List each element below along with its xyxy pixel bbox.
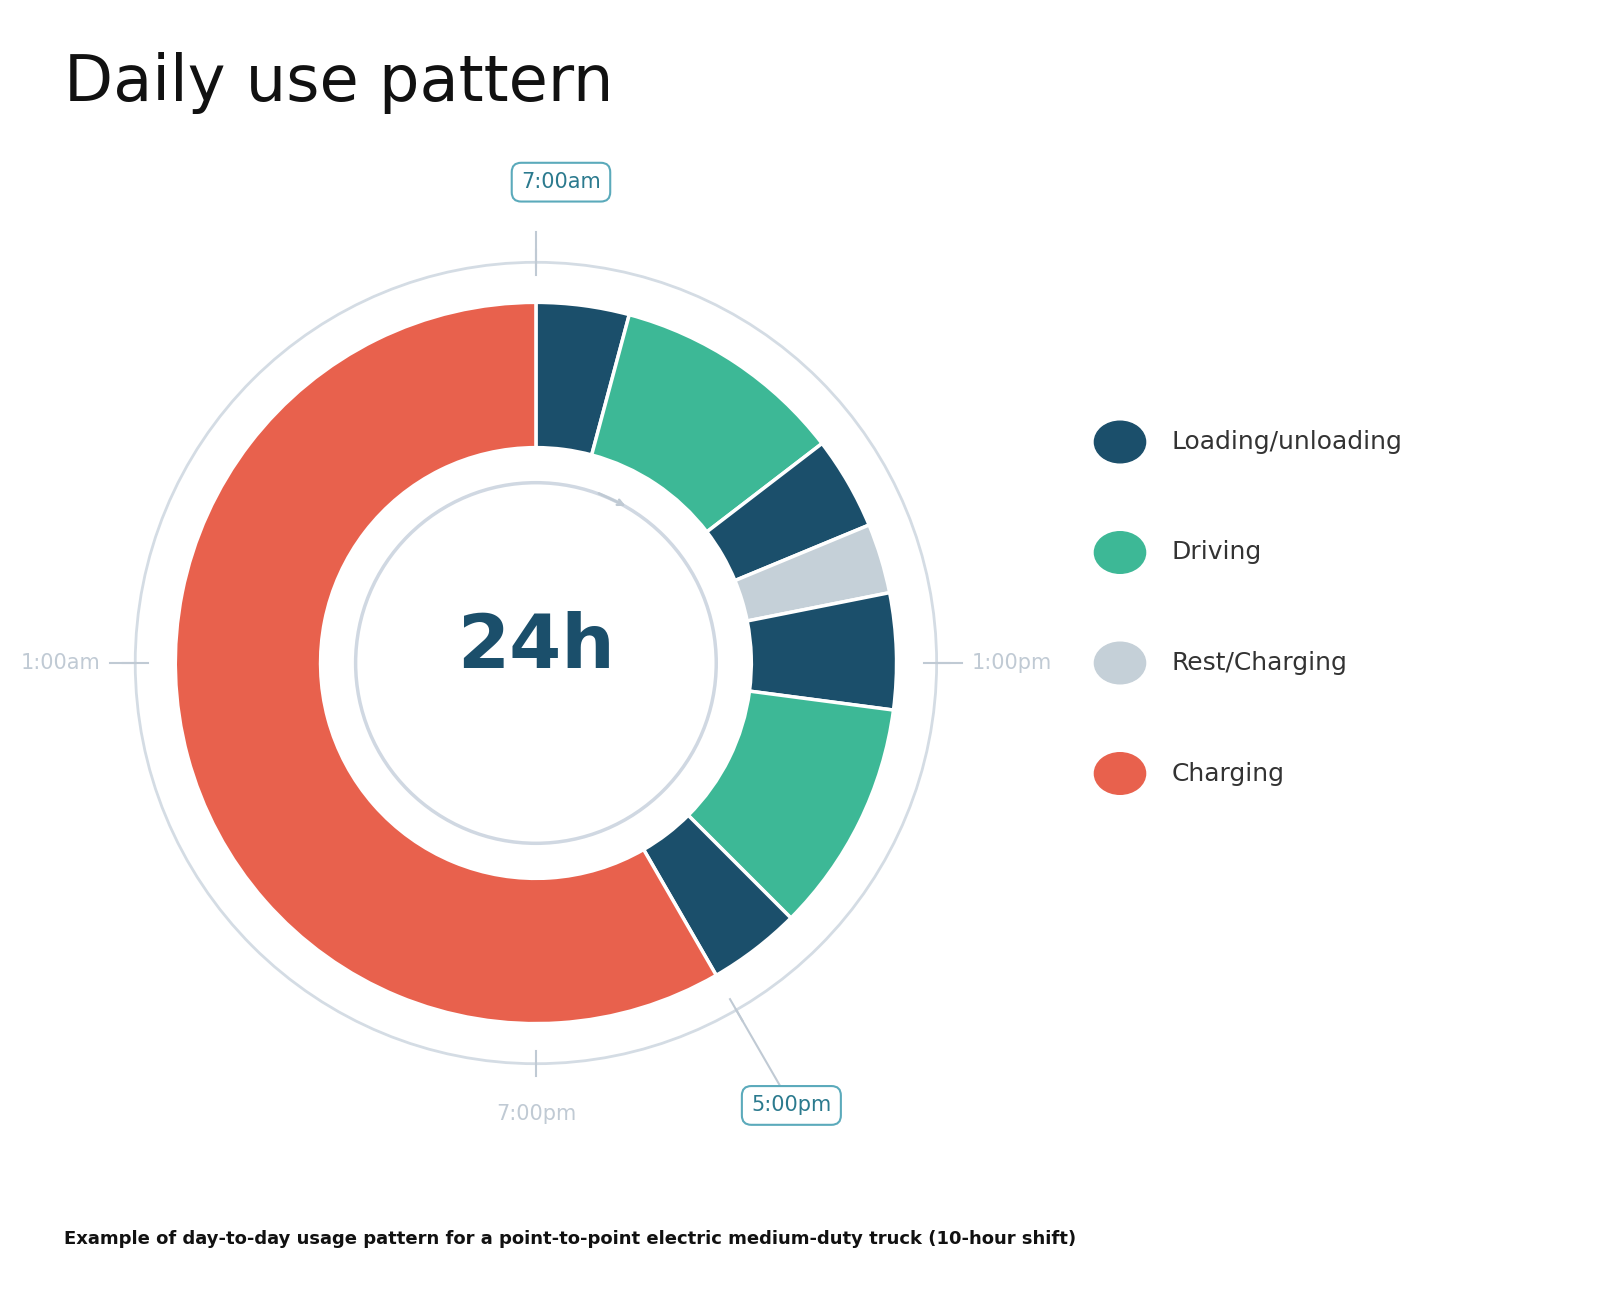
Wedge shape [536, 303, 629, 455]
Circle shape [320, 447, 752, 879]
Wedge shape [747, 593, 896, 710]
Wedge shape [688, 692, 893, 918]
Wedge shape [734, 525, 890, 621]
Text: 1:00am: 1:00am [21, 653, 101, 673]
Text: 1:00pm: 1:00pm [971, 653, 1051, 673]
Text: 7:00pm: 7:00pm [496, 1104, 576, 1123]
Wedge shape [707, 443, 869, 581]
Text: Loading/unloading: Loading/unloading [1171, 430, 1402, 454]
Text: Daily use pattern: Daily use pattern [64, 52, 613, 114]
Text: Rest/Charging: Rest/Charging [1171, 651, 1347, 675]
Text: 7:00am: 7:00am [522, 172, 602, 192]
Text: 5:00pm: 5:00pm [752, 1096, 832, 1115]
Wedge shape [592, 315, 822, 532]
Wedge shape [176, 303, 717, 1023]
Text: Driving: Driving [1171, 541, 1261, 564]
Text: 24h: 24h [458, 611, 614, 685]
Wedge shape [643, 815, 790, 975]
Text: Example of day-to-day usage pattern for a point-to-point electric medium-duty tr: Example of day-to-day usage pattern for … [64, 1230, 1077, 1248]
Text: Charging: Charging [1171, 762, 1285, 785]
